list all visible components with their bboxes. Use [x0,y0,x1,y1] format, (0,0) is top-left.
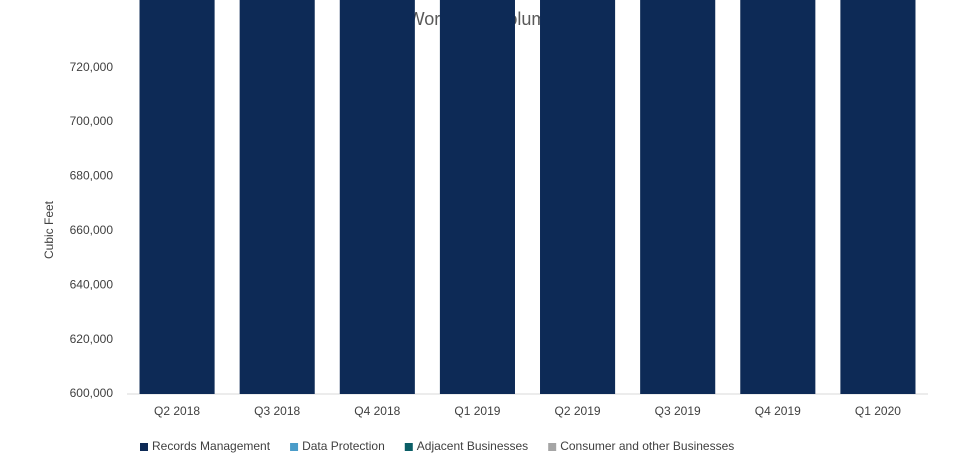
bar-segment [640,0,716,394]
x-tick-label: Q4 2018 [354,404,400,418]
y-tick-label: 680,000 [70,169,114,183]
legend-label: Adjacent Businesses [417,439,528,453]
x-tick-label: Q3 2019 [655,404,701,418]
bar-segment [439,0,515,394]
legend-swatch [290,443,299,451]
bar-segment [540,0,616,394]
x-tick-label: Q2 2019 [555,404,601,418]
y-tick-label: 720,000 [70,60,114,74]
x-tick-label: Q4 2019 [755,404,801,418]
bar-segment [339,0,415,394]
y-tick-label: 620,000 [70,332,114,346]
legend-swatch [404,443,413,451]
legend-swatch [140,443,148,451]
bar-segment [239,0,315,394]
x-tick-label: Q2 2018 [154,404,200,418]
y-tick-label: 640,000 [70,277,114,291]
legend-label: Consumer and other Businesses [560,439,734,453]
x-tick-label: Q1 2020 [855,404,901,418]
legend-swatch [548,443,557,451]
bar-segment [840,0,916,394]
y-tick-label: 700,000 [70,114,114,128]
y-axis-label: Cubic Feet [42,200,56,259]
y-tick-label: 660,000 [70,223,114,237]
y-tick-label: 600,000 [70,386,114,400]
bar-segment [740,0,816,394]
x-tick-label: Q1 2019 [454,404,500,418]
bar-segment [139,0,215,394]
legend-label: Records Management [152,439,271,453]
x-tick-label: Q3 2018 [254,404,300,418]
legend-label: Data Protection [302,439,385,453]
